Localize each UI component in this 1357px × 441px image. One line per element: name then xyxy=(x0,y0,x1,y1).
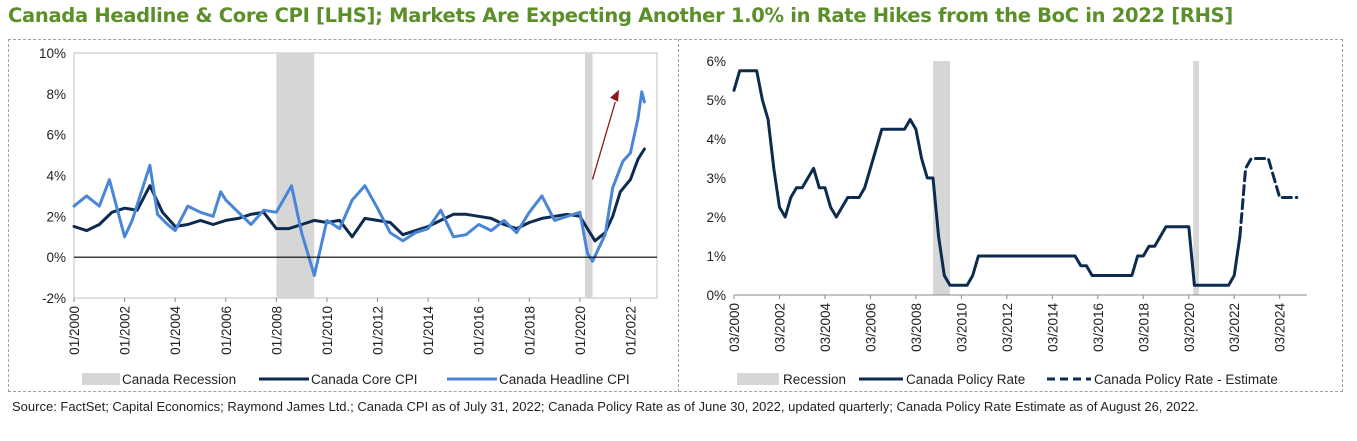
x-tick-label: 01/2002 xyxy=(118,306,133,355)
y-tick-label: 2% xyxy=(706,210,726,225)
legend-label: Recession xyxy=(783,372,846,387)
x-tick-label: 03/2024 xyxy=(1273,303,1288,352)
panel-divider xyxy=(678,39,679,392)
x-tick-label: 03/2004 xyxy=(818,303,833,352)
legend-label: Canada Policy Rate - Estimate xyxy=(1094,372,1278,387)
x-tick-label: 01/2004 xyxy=(168,306,183,355)
headline-cpi-line xyxy=(72,90,646,277)
policy-rate-estimate-line xyxy=(1238,157,1299,238)
x-tick-label: 01/2012 xyxy=(371,306,386,355)
x-tick-label: 03/2020 xyxy=(1182,303,1197,352)
x-tick-label: 01/2018 xyxy=(522,306,537,355)
x-tick-label: 01/2020 xyxy=(573,306,588,355)
plot-area xyxy=(73,52,658,299)
trend-arrowhead xyxy=(610,89,620,102)
core-cpi-line xyxy=(72,147,646,243)
chart-title: Canada Headline & Core CPI [LHS]; Market… xyxy=(8,4,1234,27)
y-tick-label: 4% xyxy=(46,169,66,184)
x-tick-label: 03/2010 xyxy=(954,303,969,352)
y-tick-label: 6% xyxy=(706,54,726,69)
legend-label: Canada Headline CPI xyxy=(499,372,630,387)
legend-label: Canada Policy Rate xyxy=(906,372,1025,387)
x-tick-label: 01/2022 xyxy=(623,306,638,355)
recession-band xyxy=(584,53,593,298)
x-tick-label: 03/2008 xyxy=(909,303,924,352)
policy-rate-chart: 0% 1% 2% 3% 4% 5% 6% 03/2000 03/2002 03/2004 03/20… xyxy=(706,54,1307,387)
y-tick-label: 8% xyxy=(46,87,66,102)
y-tick-label: -2% xyxy=(42,291,66,306)
legend-swatch xyxy=(737,373,779,385)
legend-label: Canada Recession xyxy=(122,372,236,387)
legend-label: Canada Core CPI xyxy=(311,372,418,387)
y-tick-label: 0% xyxy=(706,288,726,303)
legend-swatch xyxy=(82,373,120,385)
x-tick-label: 03/2014 xyxy=(1045,303,1060,352)
x-tick-label: 03/2016 xyxy=(1091,303,1106,352)
x-tick-label: 01/2008 xyxy=(269,306,284,355)
source-note: Source: FactSet; Capital Economics; Raym… xyxy=(12,399,1199,414)
x-tick-label: 03/2018 xyxy=(1136,303,1151,352)
x-tick-label: 01/2010 xyxy=(320,306,335,355)
x-tick-label: 03/2002 xyxy=(772,303,787,352)
x-tick-label: 03/2012 xyxy=(1000,303,1015,352)
recession-band xyxy=(1193,61,1199,295)
x-tick-label: 03/2000 xyxy=(727,303,742,352)
x-tick-label: 01/2014 xyxy=(421,306,436,355)
chart-frame xyxy=(8,39,1343,392)
policy-rate-line xyxy=(732,69,1242,287)
y-tick-label: 4% xyxy=(706,132,726,147)
x-tick-label: 01/2016 xyxy=(472,306,487,355)
y-tick-label: 3% xyxy=(706,171,726,186)
trend-arrow xyxy=(591,101,616,180)
y-tick-label: 10% xyxy=(39,46,66,61)
x-tick-label: 03/2022 xyxy=(1227,303,1242,352)
y-tick-label: 2% xyxy=(46,209,66,224)
y-tick-label: 1% xyxy=(706,249,726,264)
y-tick-label: 5% xyxy=(706,93,726,108)
x-tick-label: 03/2006 xyxy=(863,303,878,352)
y-tick-label: 0% xyxy=(46,250,66,265)
x-tick-label: 01/2006 xyxy=(219,306,234,355)
x-tick-label: 01/2000 xyxy=(67,306,82,355)
y-tick-label: 6% xyxy=(46,128,66,143)
cpi-chart: -2% 0% 2% 4% 6% 8% 10% 01/2000 01/2002 01/2004 01/… xyxy=(39,46,658,387)
